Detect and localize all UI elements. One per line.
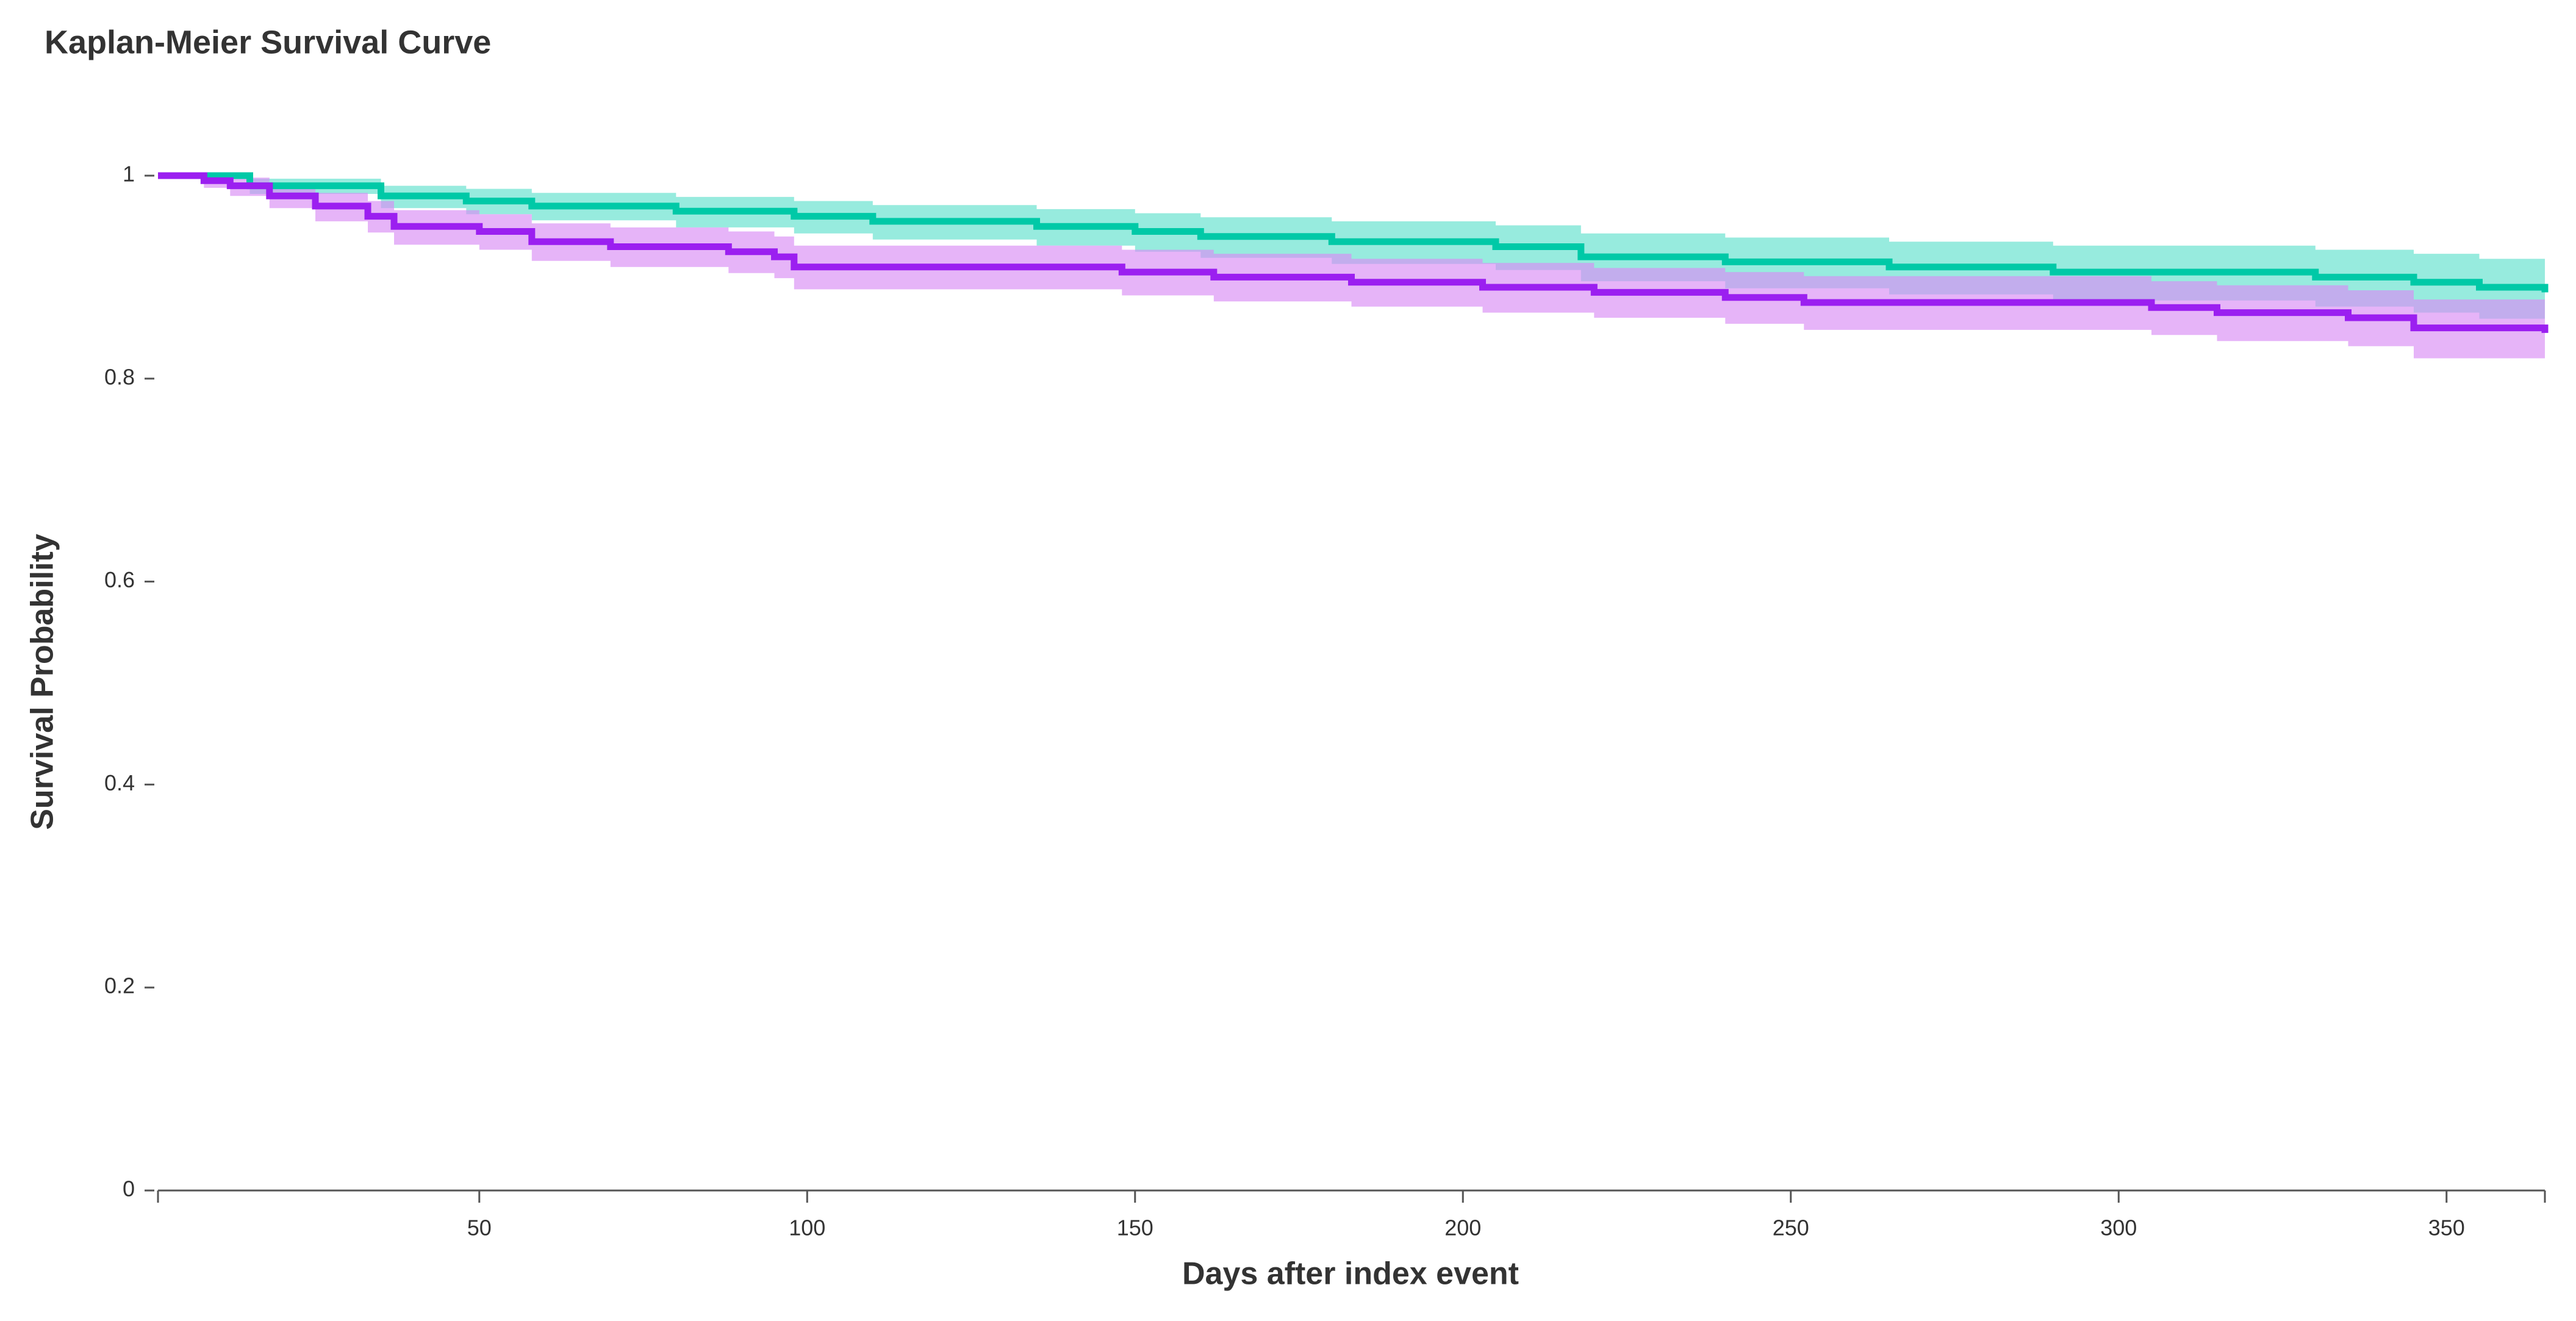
y-tick-label: 0.6 bbox=[104, 567, 135, 592]
y-tick-label: 0 bbox=[123, 1176, 135, 1201]
x-tick-label: 250 bbox=[1773, 1215, 1809, 1240]
x-tick-label: 50 bbox=[467, 1215, 492, 1240]
x-tick-label: 300 bbox=[2100, 1215, 2137, 1240]
y-axis-title: Survival Probability bbox=[25, 534, 60, 830]
x-tick-label: 150 bbox=[1117, 1215, 1153, 1240]
y-tick-label: 1 bbox=[123, 162, 135, 187]
y-tick-label: 0.8 bbox=[104, 364, 135, 389]
survival-line bbox=[158, 172, 2549, 333]
y-tick-label: 0.4 bbox=[104, 770, 135, 795]
survival-line bbox=[158, 172, 2549, 293]
y-tick-label: 0.2 bbox=[104, 973, 135, 998]
x-tick-label: 200 bbox=[1444, 1215, 1481, 1240]
x-tick-label: 100 bbox=[789, 1215, 825, 1240]
x-axis-title: Days after index event bbox=[1182, 1256, 1519, 1292]
confidence-band bbox=[158, 176, 2545, 367]
x-tick-label: 350 bbox=[2428, 1215, 2465, 1240]
chart-title: Kaplan-Meier Survival Curve bbox=[45, 24, 491, 60]
